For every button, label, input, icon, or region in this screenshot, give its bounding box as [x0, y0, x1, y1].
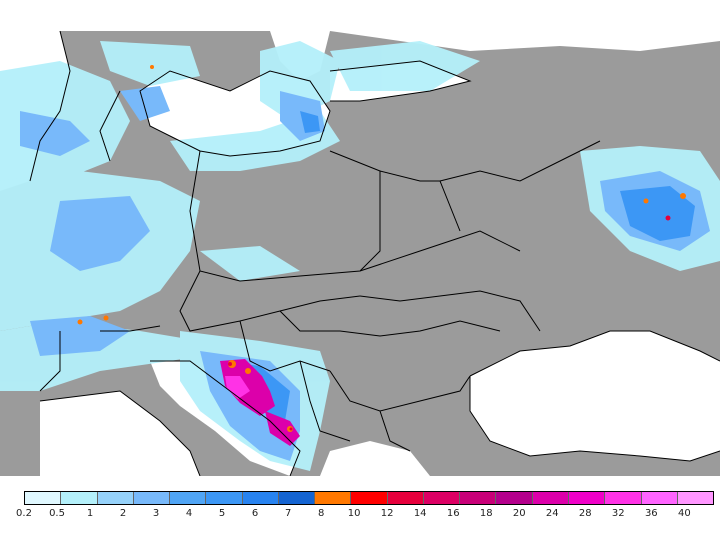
precipitation-legend	[24, 491, 714, 505]
legend-tick-label: 6	[251, 508, 259, 519]
legend-tick-label: 5	[218, 508, 226, 519]
legend-tick-label: 3	[152, 508, 160, 519]
legend-tick-label: 16	[446, 508, 460, 519]
legend-swatch	[278, 492, 316, 504]
legend-swatch	[496, 492, 533, 504]
legend-tick-label: 1	[86, 508, 94, 519]
legend-tick-label: 12	[380, 508, 394, 519]
legend-swatch	[605, 492, 642, 504]
legend-tick-label: 0.5	[49, 508, 65, 519]
legend-tick-label: 14	[413, 508, 427, 519]
legend-tick-label: 20	[512, 508, 526, 519]
precip-red-spots	[228, 215, 671, 431]
black-sea	[470, 331, 720, 461]
legend-swatch	[423, 492, 461, 504]
legend-swatch	[351, 492, 388, 504]
legend-swatch	[532, 492, 569, 504]
white-north	[330, 31, 720, 51]
precip-peak	[225, 376, 250, 399]
legend-swatch	[206, 492, 243, 504]
legend-tick-label: 18	[479, 508, 493, 519]
legend-swatch	[677, 492, 714, 504]
legend-tick-label: 2	[119, 508, 127, 519]
legend-tick-label: 7	[284, 508, 292, 519]
legend-swatch	[568, 492, 606, 504]
legend-tick-label: 32	[611, 508, 625, 519]
legend-tick-label: 28	[578, 508, 592, 519]
legend-swatch	[387, 492, 424, 504]
legend-tick-labels: 0.2 0.5 1 2 3 4 5 6 7 8 10 12 14 16 18 20 24 28 32 36 40	[16, 508, 714, 522]
legend-swatch	[242, 492, 279, 504]
map-canvas	[0, 31, 720, 476]
legend-swatch	[25, 492, 62, 504]
legend-tick-label: 8	[317, 508, 325, 519]
borders	[29, 31, 720, 476]
legend-tick-label: 40	[677, 508, 691, 519]
legend-swatch	[97, 492, 134, 504]
legend-swatch	[170, 492, 207, 504]
aegean-sea	[320, 441, 430, 476]
tyrrhenian-sea	[40, 391, 200, 476]
legend-tick-label: 0.2	[16, 508, 32, 519]
legend-swatch	[61, 492, 98, 504]
legend-tick-label: 10	[347, 508, 361, 519]
legend-swatch	[641, 492, 678, 504]
legend-tick-label: 36	[644, 508, 658, 519]
legend-tick-label: 24	[545, 508, 559, 519]
legend-swatch	[133, 492, 171, 504]
precipitation-map[interactable]	[0, 31, 720, 476]
legend-swatch	[460, 492, 497, 504]
legend-swatch	[315, 492, 352, 504]
legend-tick-label: 4	[185, 508, 193, 519]
